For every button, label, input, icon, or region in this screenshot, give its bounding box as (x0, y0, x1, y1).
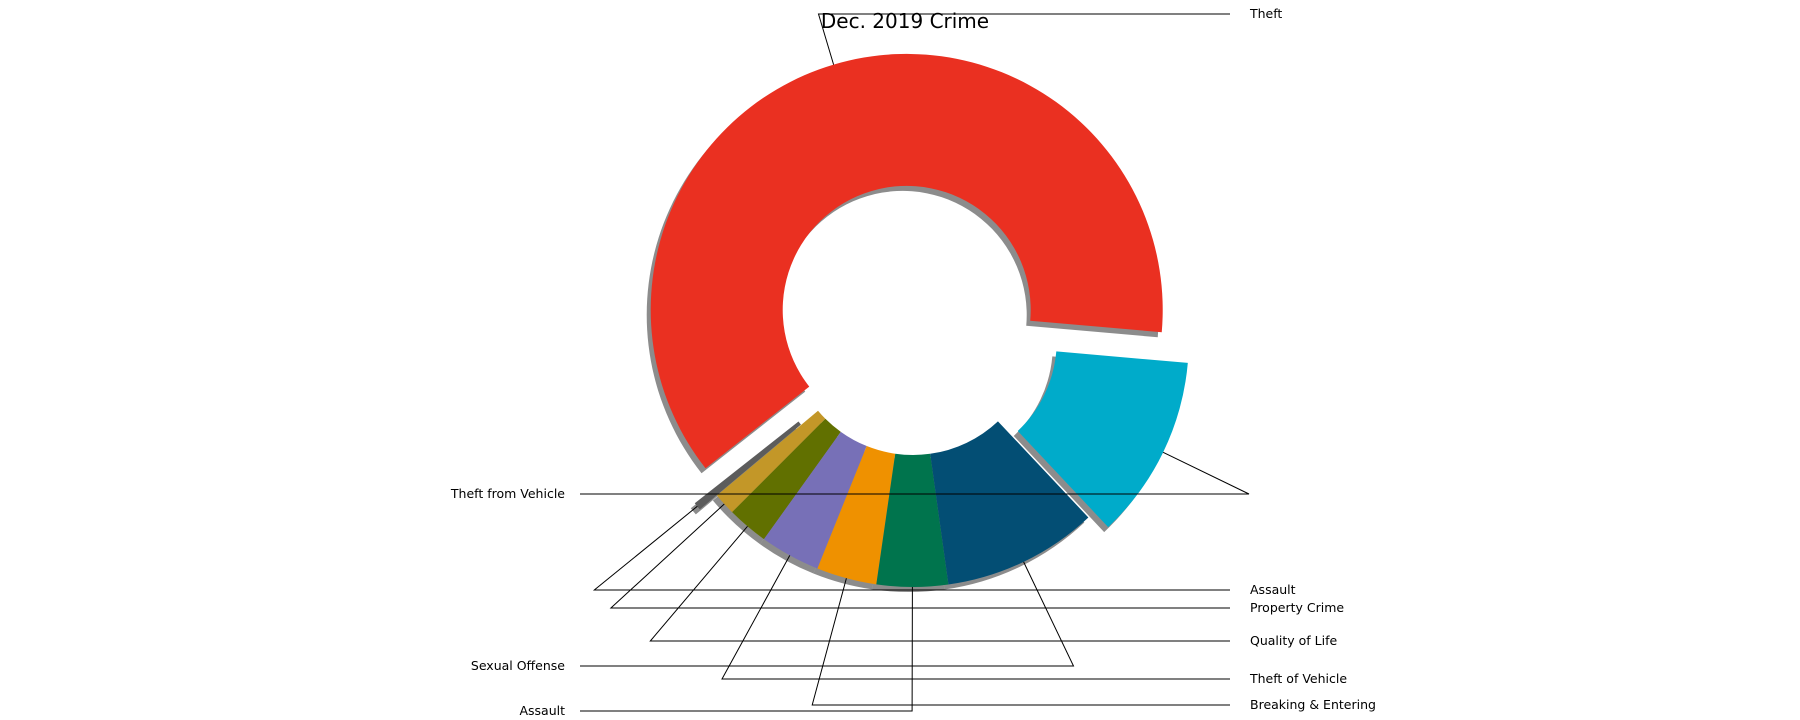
slice-theft-of-vehicle-4 (763, 431, 867, 569)
leader-line-theft-of-vehicle-4 (721, 555, 1230, 680)
leader-line-breaking-entering-5 (811, 578, 1230, 706)
leader-line-theft-from-vehicle-8 (580, 451, 1250, 495)
leader-lines (580, 13, 1250, 712)
leader-line-quality-of-life-3 (649, 525, 1230, 642)
slice-label-property-crime-2: Property Crime (1250, 600, 1344, 615)
slice-theft-0 (650, 53, 1163, 469)
slice-sexual-offense-7 (930, 421, 1089, 585)
slice-property-crime-2 (716, 410, 826, 513)
slice-label-theft-of-vehicle-4: Theft of Vehicle (1249, 671, 1347, 686)
leader-line-theft-0 (817, 13, 1230, 65)
slice-label-sexual-offense-7: Sexual Offense (471, 658, 565, 673)
leader-line-assault-6 (580, 586, 913, 712)
slice-theft-from-vehicle-8 (1017, 351, 1188, 528)
slice-breaking-entering-5 (817, 446, 896, 585)
slice-labels: Theft Assault Property Crime Quality of Lif… (450, 6, 1376, 718)
slice-quality-of-life-3 (732, 418, 841, 540)
leader-line-property-crime-2 (609, 503, 1230, 609)
slice-assault-1 (694, 421, 801, 510)
slice-label-theft-0: Theft (1249, 6, 1282, 21)
slice-label-breaking-entering-5: Breaking & Entering (1250, 697, 1376, 712)
slice-label-assault-1: Assault (1250, 582, 1296, 597)
chart-title: Dec. 2019 Crime (821, 9, 989, 33)
leader-line-assault-1 (592, 505, 1230, 591)
slice-label-assault-6: Assault (519, 703, 565, 718)
slice-label-quality-of-life-3: Quality of Life (1250, 633, 1337, 648)
slice-assault-6 (876, 453, 949, 587)
leader-line-sexual-offense-7 (580, 561, 1075, 667)
slice-label-theft-from-vehicle-8: Theft from Vehicle (450, 486, 565, 501)
slices (650, 53, 1188, 587)
